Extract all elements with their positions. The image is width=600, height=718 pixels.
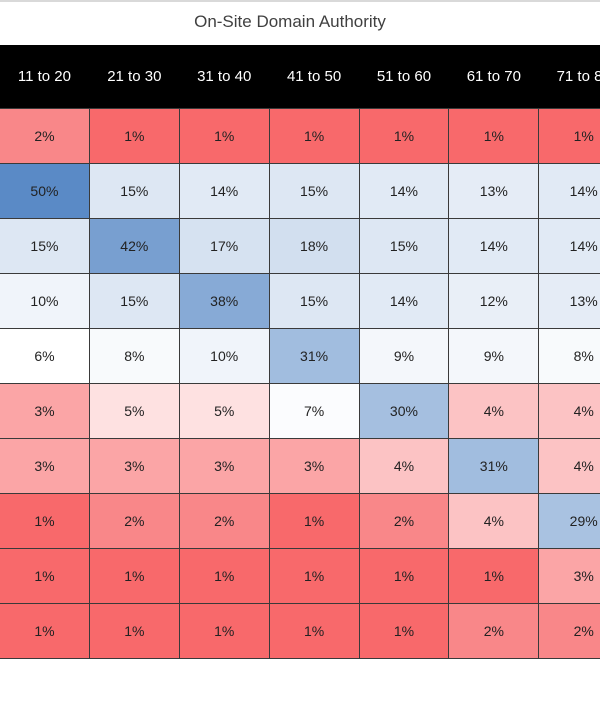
heatmap-cell: 2% — [539, 603, 600, 658]
heatmap-cell: 2% — [0, 108, 89, 163]
heatmap-cell: 13% — [449, 163, 539, 218]
heatmap-cell: 1% — [269, 548, 359, 603]
heatmap-cell: 8% — [89, 328, 179, 383]
heatmap-cell: 31% — [449, 438, 539, 493]
heatmap-cell: 2% — [359, 493, 449, 548]
heatmap-cell: 15% — [89, 163, 179, 218]
heatmap-cell: 15% — [0, 218, 89, 273]
heatmap-cell: 30% — [359, 383, 449, 438]
heatmap-row: 1% 1% 1% 1% 1% 1% 3% — [0, 548, 600, 603]
heatmap-cell: 3% — [179, 438, 269, 493]
heatmap-cell: 2% — [89, 493, 179, 548]
heatmap-cell: 29% — [539, 493, 600, 548]
heatmap-cell: 14% — [539, 218, 600, 273]
heatmap-cell: 10% — [179, 328, 269, 383]
heatmap-row: 2% 1% 1% 1% 1% 1% 1% — [0, 108, 600, 163]
heatmap-row: 6% 8% 10% 31% 9% 9% 8% — [0, 328, 600, 383]
column-header: 51 to 60 — [359, 45, 449, 108]
heatmap-cell: 50% — [0, 163, 89, 218]
column-header: 61 to 70 — [449, 45, 539, 108]
heatmap-cell: 10% — [0, 273, 89, 328]
heatmap-cell: 15% — [269, 163, 359, 218]
heatmap-cell: 2% — [179, 493, 269, 548]
heatmap-cell: 12% — [449, 273, 539, 328]
heatmap-cell: 1% — [0, 603, 89, 658]
heatmap-cell: 15% — [269, 273, 359, 328]
heatmap-cell: 4% — [449, 493, 539, 548]
heatmap-cell: 4% — [539, 383, 600, 438]
heatmap-cell: 2% — [449, 603, 539, 658]
heatmap-cell: 3% — [269, 438, 359, 493]
heatmap-cell: 42% — [89, 218, 179, 273]
heatmap-cell: 14% — [179, 163, 269, 218]
heatmap-cell: 14% — [539, 163, 600, 218]
heatmap-cell: 1% — [359, 108, 449, 163]
heatmap-cell: 13% — [539, 273, 600, 328]
heatmap-cell: 5% — [89, 383, 179, 438]
heatmap-row: 3% 3% 3% 3% 4% 31% 4% — [0, 438, 600, 493]
heatmap-cell: 14% — [449, 218, 539, 273]
heatmap-cell: 1% — [269, 603, 359, 658]
heatmap-cell: 17% — [179, 218, 269, 273]
heatmap-table: 11 to 20 21 to 30 31 to 40 41 to 50 51 to 60… — [0, 45, 600, 659]
heatmap-cell: 15% — [359, 218, 449, 273]
heatmap: 11 to 20 21 to 30 31 to 40 41 to 50 51 to 60… — [0, 45, 600, 660]
heatmap-cell: 1% — [539, 108, 600, 163]
heatmap-cell: 9% — [449, 328, 539, 383]
heatmap-body: 2% 1% 1% 1% 1% 1% 1% 50% 15% 14% 15% 14% 13% 14% 15% 42… — [0, 108, 600, 658]
header-row: 11 to 20 21 to 30 31 to 40 41 to 50 51 to 60… — [0, 45, 600, 108]
column-header: 21 to 30 — [89, 45, 179, 108]
heatmap-cell: 4% — [359, 438, 449, 493]
heatmap-cell: 31% — [269, 328, 359, 383]
heatmap-cell: 1% — [0, 548, 89, 603]
column-header: 41 to 50 — [269, 45, 359, 108]
heatmap-cell: 1% — [359, 548, 449, 603]
heatmap-cell: 1% — [449, 548, 539, 603]
heatmap-cell: 1% — [89, 108, 179, 163]
heatmap-cell: 15% — [89, 273, 179, 328]
heatmap-cell: 3% — [0, 438, 89, 493]
heatmap-cell: 38% — [179, 273, 269, 328]
heatmap-cell: 3% — [539, 548, 600, 603]
column-header: 31 to 40 — [179, 45, 269, 108]
heatmap-cell: 6% — [0, 328, 89, 383]
heatmap-cell: 18% — [269, 218, 359, 273]
heatmap-cell: 1% — [359, 603, 449, 658]
heatmap-row: 15% 42% 17% 18% 15% 14% 14% — [0, 218, 600, 273]
top-rule — [0, 0, 600, 2]
heatmap-cell: 1% — [179, 108, 269, 163]
heatmap-cell: 3% — [89, 438, 179, 493]
chart-title: On-Site Domain Authority — [0, 12, 580, 32]
heatmap-cell: 1% — [179, 603, 269, 658]
heatmap-row: 10% 15% 38% 15% 14% 12% 13% — [0, 273, 600, 328]
heatmap-cell: 1% — [269, 493, 359, 548]
heatmap-cell: 14% — [359, 163, 449, 218]
heatmap-cell: 8% — [539, 328, 600, 383]
heatmap-row: 50% 15% 14% 15% 14% 13% 14% — [0, 163, 600, 218]
heatmap-cell: 1% — [0, 493, 89, 548]
heatmap-cell: 1% — [89, 548, 179, 603]
heatmap-row: 1% 2% 2% 1% 2% 4% 29% — [0, 493, 600, 548]
heatmap-cell: 4% — [449, 383, 539, 438]
heatmap-cell: 1% — [269, 108, 359, 163]
heatmap-cell: 14% — [359, 273, 449, 328]
heatmap-cell: 4% — [539, 438, 600, 493]
heatmap-cell: 5% — [179, 383, 269, 438]
heatmap-cell: 1% — [179, 548, 269, 603]
column-header: 11 to 20 — [0, 45, 89, 108]
heatmap-cell: 3% — [0, 383, 89, 438]
heatmap-cell: 1% — [89, 603, 179, 658]
heatmap-row: 1% 1% 1% 1% 1% 2% 2% — [0, 603, 600, 658]
heatmap-cell: 7% — [269, 383, 359, 438]
column-header: 71 to 80 — [539, 45, 600, 108]
heatmap-cell: 1% — [449, 108, 539, 163]
heatmap-row: 3% 5% 5% 7% 30% 4% 4% — [0, 383, 600, 438]
heatmap-cell: 9% — [359, 328, 449, 383]
